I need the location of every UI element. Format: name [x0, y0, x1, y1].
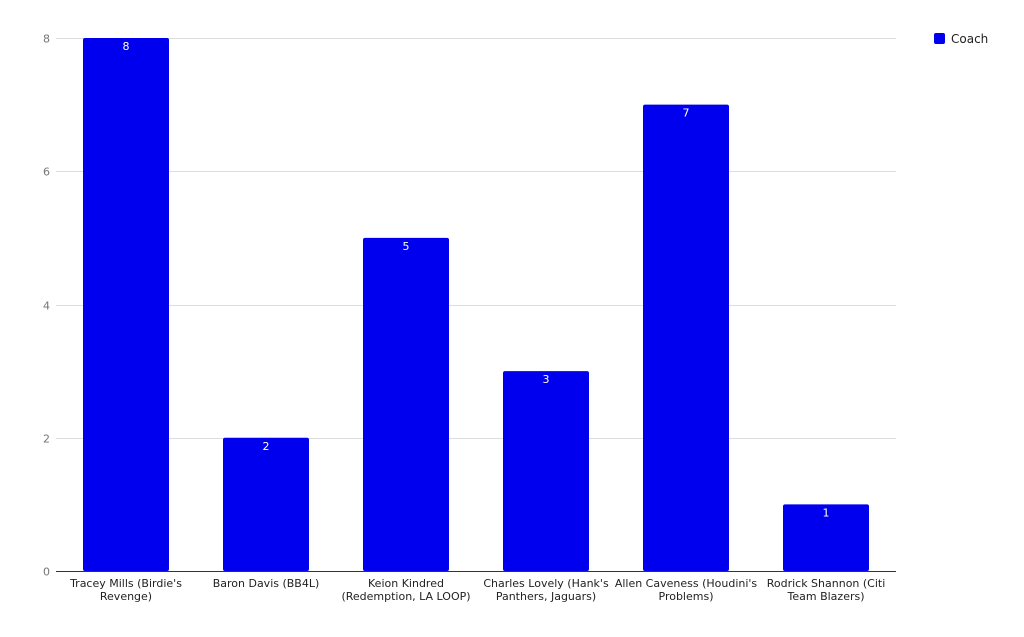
- x-category-label: Allen Caveness (Houdini's Problems): [615, 577, 758, 603]
- gridlines: [56, 38, 896, 439]
- y-tick-label: 6: [43, 166, 50, 179]
- x-category-label: Baron Davis (BB4L): [213, 577, 320, 590]
- bar[interactable]: [503, 371, 589, 571]
- x-category-label: Keion Kindred (Redemption, LA LOOP): [341, 577, 470, 603]
- x-category-label-line: Revenge): [100, 590, 152, 603]
- legend[interactable]: Coach: [934, 32, 988, 46]
- bar-value-label: 7: [683, 107, 690, 120]
- y-tick-label: 0: [43, 566, 50, 579]
- bar-value-label: 5: [403, 240, 410, 253]
- bar[interactable]: [223, 437, 309, 571]
- x-category-label-line: Tracey Mills (Birdie's: [69, 577, 182, 590]
- bar[interactable]: [643, 104, 729, 571]
- x-category-label-line: (Redemption, LA LOOP): [341, 590, 470, 603]
- y-axis-ticks: 0 2 4 6 8: [43, 33, 50, 579]
- bar-value-labels: 8 2 5 3 7 1: [123, 40, 830, 519]
- x-category-label: Charles Lovely (Hank's Panthers, Jaguars): [483, 577, 609, 603]
- x-category-label-line: Rodrick Shannon (Citi: [767, 577, 886, 590]
- bar[interactable]: [83, 38, 169, 571]
- x-category-label-line: Charles Lovely (Hank's: [483, 577, 609, 590]
- x-category-label-line: Baron Davis (BB4L): [213, 577, 320, 590]
- x-category-label-line: Keion Kindred: [368, 577, 444, 590]
- x-category-label: Tracey Mills (Birdie's Revenge): [69, 577, 182, 603]
- bar-value-label: 8: [123, 40, 130, 53]
- x-axis-category-labels: Tracey Mills (Birdie's Revenge) Baron Davi…: [69, 577, 885, 603]
- legend-label: Coach: [951, 32, 988, 46]
- x-category-label-line: Team Blazers): [787, 590, 865, 603]
- bar[interactable]: [783, 504, 869, 571]
- x-category-label-line: Panthers, Jaguars): [496, 590, 596, 603]
- bar-value-label: 2: [263, 440, 270, 453]
- bars: [83, 38, 869, 571]
- y-tick-label: 4: [43, 300, 50, 313]
- x-category-label-line: Problems): [659, 590, 714, 603]
- legend-swatch: [934, 33, 945, 44]
- x-category-label: Rodrick Shannon (Citi Team Blazers): [767, 577, 886, 603]
- y-tick-label: 2: [43, 433, 50, 446]
- x-category-label-line: Allen Caveness (Houdini's: [615, 577, 758, 590]
- bar-value-label: 3: [543, 373, 550, 386]
- bar-value-label: 1: [823, 506, 830, 519]
- bar[interactable]: [363, 237, 449, 571]
- y-tick-label: 8: [43, 33, 50, 46]
